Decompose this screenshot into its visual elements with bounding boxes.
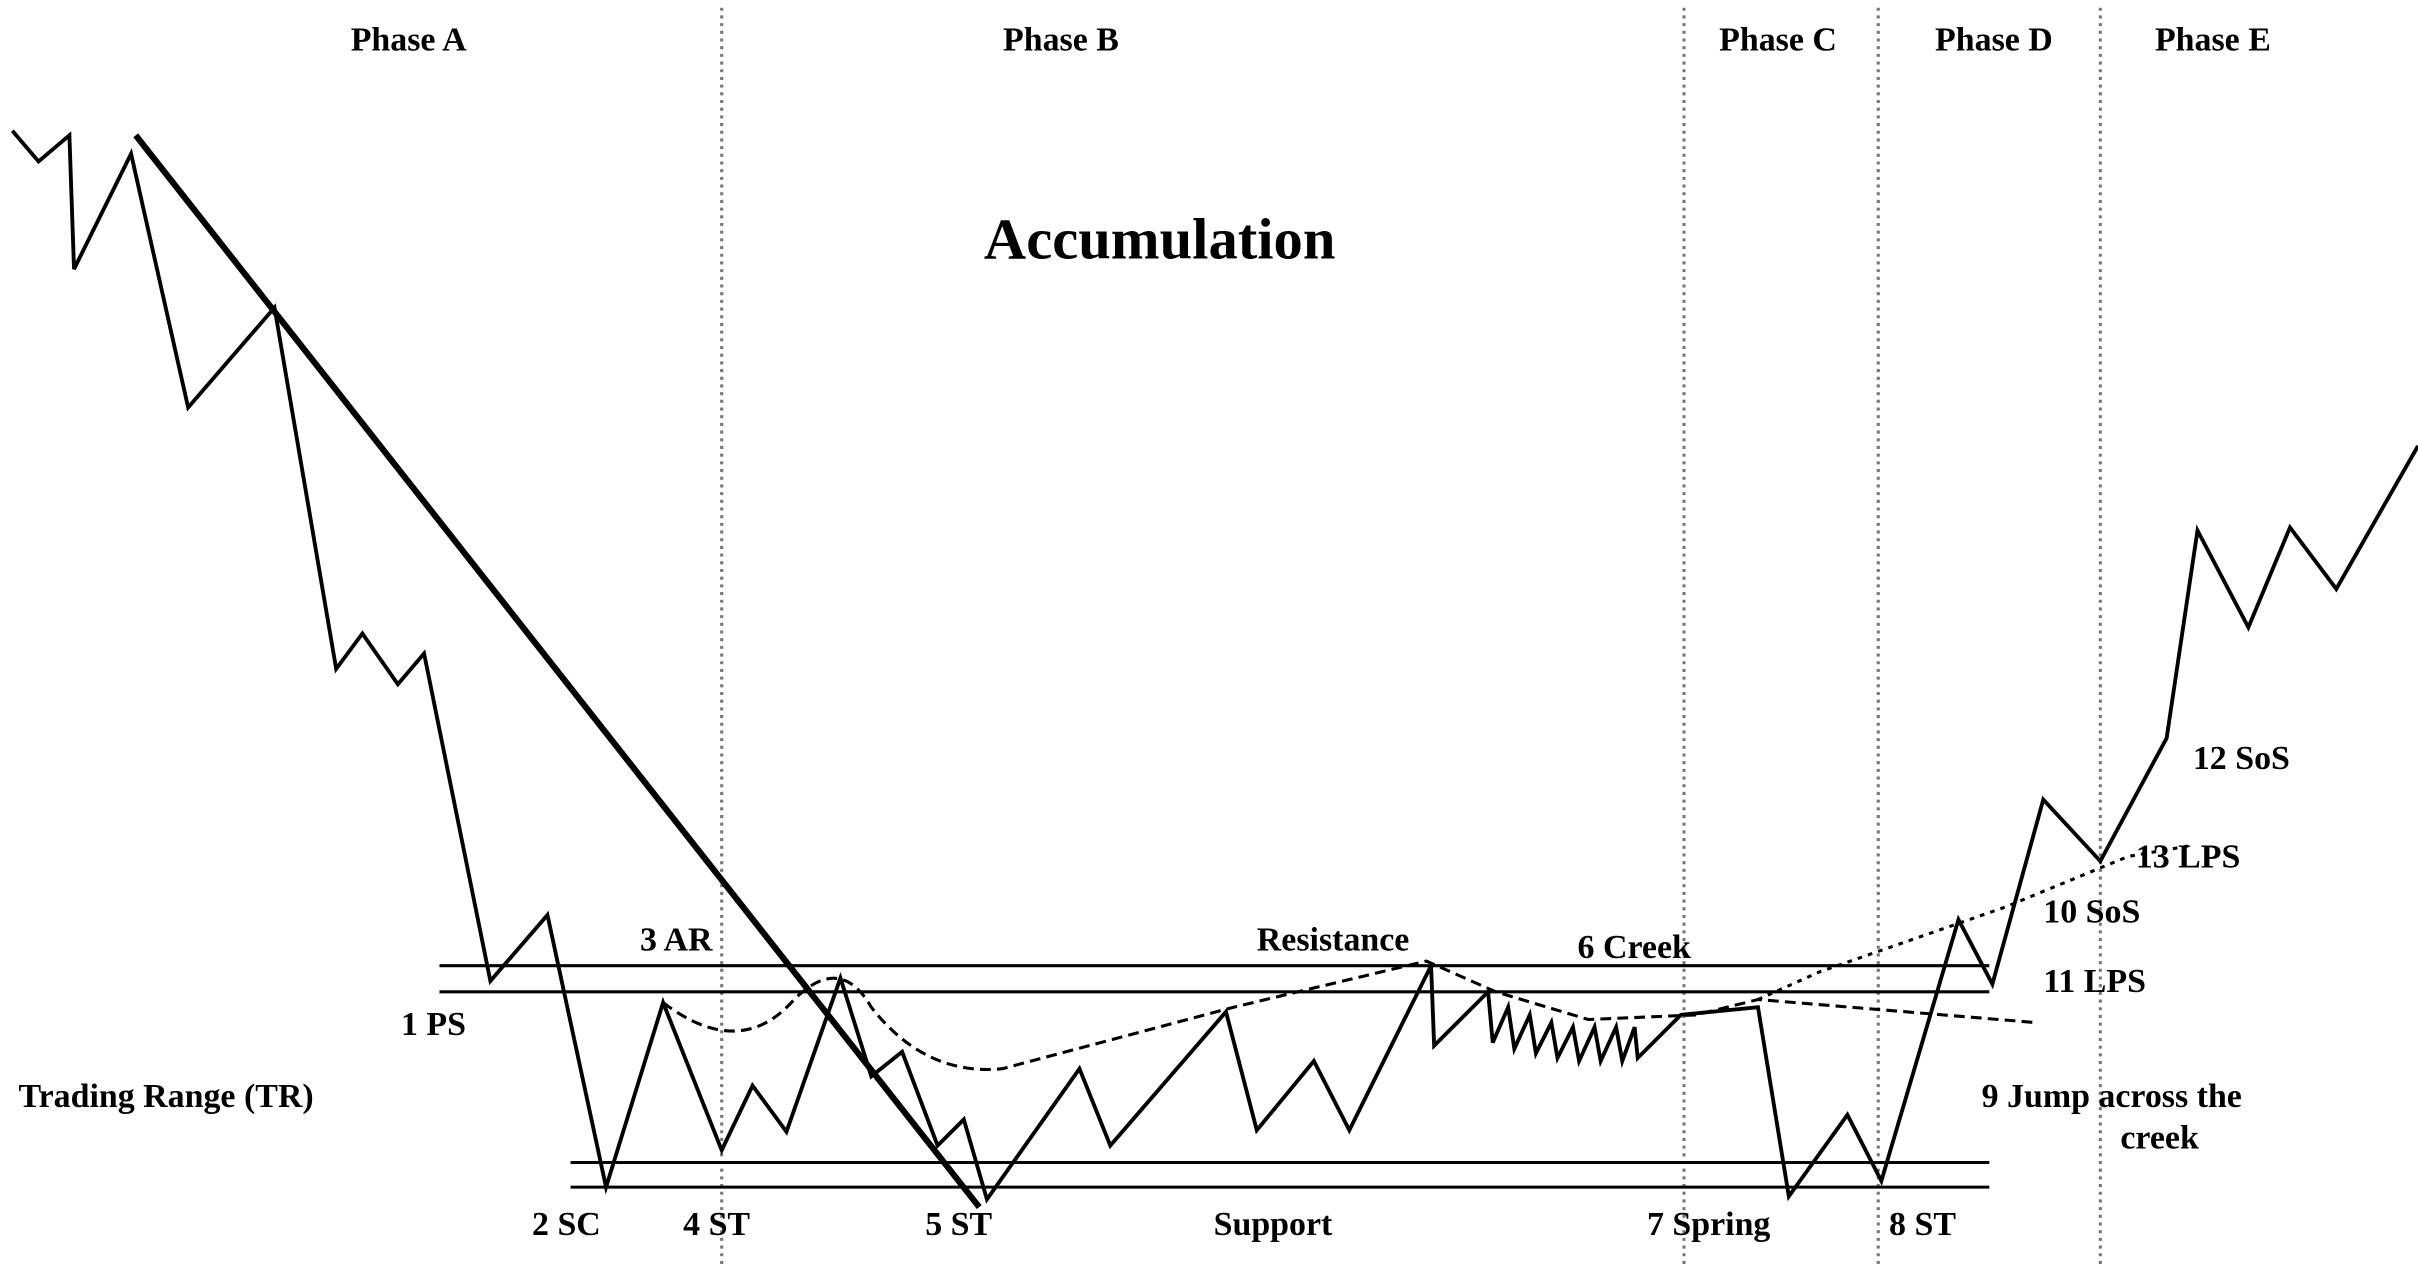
phase-label: Phase B bbox=[1003, 22, 1119, 59]
dashed-curve bbox=[662, 959, 2036, 1071]
phase-label: Phase C bbox=[1719, 22, 1837, 59]
label: 12 SoS bbox=[2193, 740, 2290, 777]
label: Support bbox=[1214, 1206, 1333, 1243]
label: 6 Creek bbox=[1578, 929, 1691, 966]
label: 4 ST bbox=[683, 1206, 750, 1243]
phase-label: Phase E bbox=[2155, 22, 2271, 59]
title: Accumulation bbox=[984, 206, 1335, 271]
label: 3 AR bbox=[640, 921, 713, 958]
label: 1 PS bbox=[401, 1006, 466, 1043]
label: 5 ST bbox=[925, 1206, 992, 1243]
label: 8 ST bbox=[1889, 1206, 1956, 1243]
phase-label: Phase A bbox=[351, 22, 467, 59]
dotted-trend bbox=[1757, 844, 2191, 1001]
label: 11 LPS bbox=[2043, 963, 2146, 1000]
label: 13 LPS bbox=[2136, 838, 2241, 875]
price-path bbox=[10, 129, 2418, 1204]
label: 7 Spring bbox=[1647, 1206, 1770, 1243]
label: 9 Jump across the bbox=[1982, 1078, 2242, 1115]
label: 2 SC bbox=[532, 1206, 601, 1243]
label: Trading Range (TR) bbox=[19, 1078, 314, 1115]
phase-label: Phase D bbox=[1935, 22, 2053, 59]
range-lines bbox=[439, 964, 1990, 1189]
label: Resistance bbox=[1257, 921, 1410, 958]
phase-dividers bbox=[720, 7, 2102, 1264]
label: creek bbox=[2120, 1120, 2199, 1157]
downtrend-line bbox=[133, 133, 982, 1210]
label: 10 SoS bbox=[2043, 894, 2140, 931]
